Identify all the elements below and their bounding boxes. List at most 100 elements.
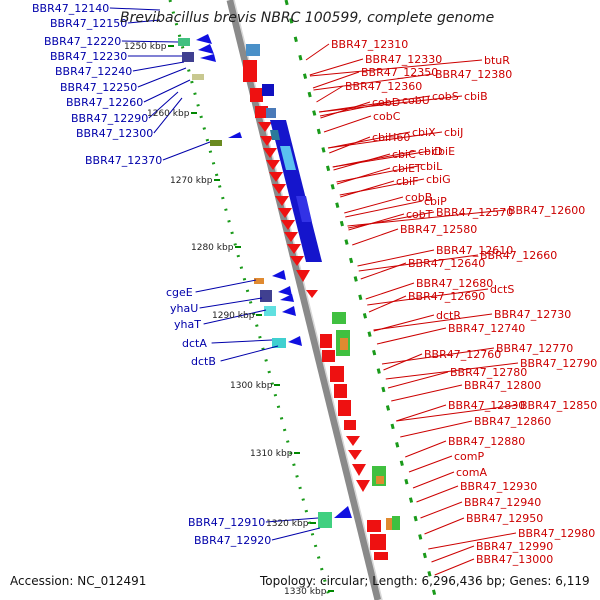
gene-arrow[interactable] (281, 220, 295, 230)
gene-arrow[interactable] (306, 290, 318, 298)
gene-label[interactable]: yhaT (174, 318, 201, 331)
gene-label[interactable]: BBR47_12600 (508, 204, 585, 217)
gene-arrow[interactable] (260, 136, 274, 146)
gene-label[interactable]: BBR47_12360 (345, 80, 422, 93)
gene-label[interactable]: BBR47_12800 (464, 379, 541, 392)
gene-arrow[interactable] (282, 306, 296, 316)
gene-label[interactable]: cobU (402, 94, 430, 107)
gene-label[interactable]: BBR47_12830 (448, 399, 525, 412)
gene-label[interactable]: BBR47_12920 (194, 534, 271, 547)
gene-block[interactable] (266, 108, 276, 118)
gene-block[interactable] (318, 512, 332, 528)
gene-label[interactable]: cbiG (426, 173, 451, 186)
gene-label[interactable]: BBR47_12220 (44, 35, 121, 48)
gene-block[interactable] (178, 38, 190, 46)
gene-block[interactable] (182, 52, 194, 62)
gene-label[interactable]: comP (454, 450, 484, 463)
gene-arrow[interactable] (334, 384, 347, 398)
gene-arrow[interactable] (348, 450, 362, 460)
gene-arrow[interactable] (255, 106, 268, 118)
gene-block[interactable] (332, 312, 346, 324)
gene-label[interactable]: BBR47_12740 (448, 322, 525, 335)
gene-block[interactable] (340, 338, 348, 350)
gene-label[interactable]: dctB (191, 355, 216, 368)
gene-block[interactable] (246, 44, 260, 56)
gene-label[interactable]: BBR47_12150 (50, 17, 127, 30)
gene-label[interactable]: BBR47_12580 (400, 223, 477, 236)
gene-label[interactable]: BBR47_12860 (474, 415, 551, 428)
gene-label[interactable]: BBR47_12790 (520, 357, 597, 370)
gene-block[interactable] (376, 476, 384, 484)
gene-label[interactable]: dctS (490, 283, 514, 296)
gene-label[interactable]: BBR47_12330 (365, 53, 442, 66)
gene-label[interactable]: cbiB (464, 90, 488, 103)
gene-arrow[interactable] (243, 60, 257, 82)
gene-label[interactable]: BBR47_12780 (450, 366, 527, 379)
gene-arrow[interactable] (284, 232, 298, 242)
gene-arrow[interactable] (196, 34, 212, 44)
gene-label[interactable]: BBR47_12250 (60, 81, 137, 94)
gene-label[interactable]: cgeE (166, 286, 193, 299)
gene-arrow[interactable] (263, 148, 277, 158)
gene-label[interactable]: cbiJ (444, 126, 463, 139)
gene-label[interactable]: cbiX (412, 126, 436, 139)
gene-block[interactable] (254, 278, 264, 284)
gene-arrow[interactable] (250, 88, 263, 102)
gene-arrow[interactable] (374, 552, 388, 560)
gene-block[interactable] (264, 306, 276, 316)
gene-label[interactable]: BBR47_12610 (436, 244, 513, 257)
gene-label[interactable]: cbiE (432, 145, 455, 158)
gene-label[interactable]: BBR47_12910 (188, 516, 265, 529)
gene-arrow[interactable] (320, 334, 332, 348)
gene-arrow[interactable] (200, 54, 216, 62)
gene-arrow[interactable] (352, 464, 366, 476)
gene-label[interactable]: BBR47_12370 (85, 154, 162, 167)
gene-label[interactable]: BBR47_12850 (520, 399, 597, 412)
gene-arrow[interactable] (228, 132, 242, 138)
gene-block[interactable] (210, 140, 222, 146)
gene-label[interactable]: comA (456, 466, 487, 479)
gene-label[interactable]: BBR47_12230 (50, 50, 127, 63)
gene-arrow[interactable] (287, 244, 301, 254)
gene-label[interactable]: BBR47_12380 (435, 68, 512, 81)
gene-arrow[interactable] (275, 196, 289, 206)
gene-label[interactable]: BBR47_12730 (494, 308, 571, 321)
gene-arrow[interactable] (296, 270, 310, 282)
gene-label[interactable]: btuR (484, 54, 510, 67)
gene-arrow[interactable] (278, 286, 292, 296)
gene-label[interactable]: cbiL (420, 160, 443, 173)
gene-block[interactable] (296, 196, 312, 222)
gene-block[interactable] (270, 130, 280, 140)
gene-label[interactable]: BBR47_12690 (408, 290, 485, 303)
gene-label[interactable]: BBR47_12760 (424, 348, 501, 361)
gene-label[interactable]: BBR47_12300 (76, 127, 153, 140)
gene-arrow[interactable] (346, 436, 360, 446)
gene-arrow[interactable] (258, 122, 272, 132)
gene-label[interactable]: BBR47_12140 (32, 2, 109, 15)
gene-arrow[interactable] (288, 336, 302, 346)
gene-label[interactable]: BBR47_12640 (408, 257, 485, 270)
gene-block[interactable] (386, 518, 396, 530)
gene-arrow[interactable] (272, 270, 286, 280)
gene-arrow[interactable] (344, 420, 356, 430)
gene-label[interactable]: BBR47_12570 (436, 206, 513, 219)
gene-arrow[interactable] (367, 520, 381, 532)
gene-label[interactable]: BBR47_12770 (496, 342, 573, 355)
gene-arrow[interactable] (266, 160, 280, 170)
gene-label[interactable]: cobS (432, 90, 459, 103)
gene-label[interactable]: cobC (373, 110, 401, 123)
gene-label[interactable]: BBR47_12980 (518, 527, 595, 540)
gene-block[interactable] (392, 516, 400, 530)
gene-label[interactable]: BBR47_12950 (466, 512, 543, 525)
gene-label[interactable]: BBR47_12880 (448, 435, 525, 448)
gene-block[interactable] (262, 84, 274, 96)
gene-arrow[interactable] (330, 366, 344, 382)
gene-label[interactable]: cobB (405, 191, 432, 204)
gene-arrow[interactable] (198, 44, 214, 54)
gene-arrow[interactable] (280, 294, 294, 302)
gene-label[interactable]: BBR47_12260 (66, 96, 143, 109)
gene-label[interactable]: BBR47_12940 (464, 496, 541, 509)
gene-label[interactable]: BBR47_12290 (71, 112, 148, 125)
gene-label[interactable]: yhaU (170, 302, 198, 315)
gene-label[interactable]: BBR47_12240 (55, 65, 132, 78)
